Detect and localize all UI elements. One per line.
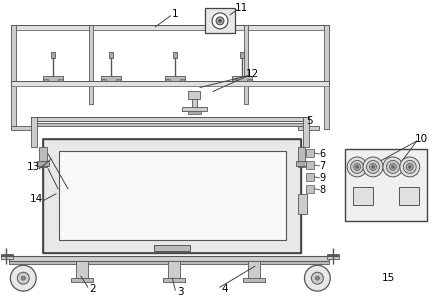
- Bar: [12, 25, 16, 129]
- Circle shape: [406, 163, 413, 170]
- Text: 6: 6: [319, 149, 326, 159]
- Bar: [244, 25, 248, 104]
- Bar: [307, 185, 315, 193]
- Bar: [43, 139, 302, 253]
- Bar: [295, 161, 307, 166]
- Bar: [31, 117, 309, 121]
- Circle shape: [392, 165, 394, 168]
- Bar: [307, 149, 315, 157]
- Circle shape: [369, 163, 377, 170]
- Bar: [1, 254, 13, 259]
- Text: 15: 15: [382, 273, 396, 283]
- Bar: [180, 80, 185, 81]
- Circle shape: [363, 157, 383, 177]
- Circle shape: [212, 13, 228, 29]
- Bar: [101, 75, 120, 81]
- Text: 7: 7: [319, 161, 326, 171]
- Circle shape: [403, 160, 416, 173]
- Bar: [59, 151, 286, 240]
- Bar: [182, 107, 207, 111]
- Bar: [353, 187, 373, 205]
- Bar: [43, 75, 63, 81]
- Bar: [298, 126, 319, 130]
- Text: 8: 8: [319, 185, 326, 195]
- Circle shape: [10, 265, 36, 291]
- Bar: [192, 99, 197, 109]
- Bar: [303, 117, 309, 147]
- Bar: [165, 80, 170, 81]
- Bar: [324, 25, 329, 129]
- Circle shape: [218, 19, 222, 22]
- Bar: [165, 75, 185, 81]
- Bar: [12, 25, 329, 30]
- Circle shape: [304, 265, 330, 291]
- Bar: [155, 246, 190, 252]
- Bar: [168, 261, 180, 279]
- Circle shape: [400, 157, 420, 177]
- Bar: [307, 173, 315, 181]
- Bar: [240, 52, 244, 58]
- Bar: [298, 194, 307, 214]
- Bar: [232, 80, 237, 81]
- Bar: [399, 187, 419, 205]
- Circle shape: [347, 157, 367, 177]
- Circle shape: [216, 17, 224, 25]
- Circle shape: [366, 160, 380, 173]
- Bar: [232, 75, 252, 81]
- Bar: [205, 8, 235, 33]
- Bar: [173, 52, 177, 58]
- Circle shape: [383, 157, 403, 177]
- Circle shape: [408, 165, 411, 168]
- Bar: [116, 80, 120, 81]
- Circle shape: [311, 272, 323, 284]
- Text: 2: 2: [89, 284, 96, 294]
- Bar: [298, 147, 306, 167]
- Bar: [188, 91, 200, 99]
- Bar: [9, 261, 329, 264]
- Text: 11: 11: [235, 3, 249, 13]
- Bar: [37, 161, 49, 166]
- Circle shape: [386, 160, 399, 173]
- Circle shape: [21, 276, 25, 280]
- Bar: [39, 147, 47, 167]
- Bar: [43, 139, 302, 253]
- Bar: [243, 278, 265, 282]
- Text: 3: 3: [177, 287, 183, 297]
- Bar: [163, 278, 185, 282]
- Text: 4: 4: [222, 284, 228, 294]
- Bar: [101, 80, 106, 81]
- Text: 1: 1: [172, 9, 179, 19]
- Circle shape: [389, 163, 396, 170]
- Bar: [12, 81, 329, 86]
- Bar: [327, 254, 339, 259]
- Bar: [76, 261, 88, 279]
- Bar: [51, 52, 55, 58]
- Bar: [109, 52, 113, 58]
- Bar: [248, 261, 260, 279]
- Bar: [345, 149, 427, 221]
- Bar: [43, 80, 48, 81]
- Circle shape: [372, 165, 374, 168]
- Circle shape: [354, 163, 361, 170]
- Text: 5: 5: [306, 116, 313, 126]
- Bar: [188, 111, 201, 114]
- Bar: [31, 117, 37, 147]
- Bar: [31, 123, 309, 126]
- Text: 10: 10: [415, 134, 428, 144]
- Bar: [58, 80, 63, 81]
- Circle shape: [351, 160, 364, 173]
- Circle shape: [315, 276, 319, 280]
- Bar: [307, 161, 315, 169]
- Bar: [89, 25, 93, 104]
- Text: 9: 9: [319, 173, 326, 183]
- Circle shape: [17, 272, 29, 284]
- Bar: [9, 256, 329, 261]
- Text: 13: 13: [27, 162, 40, 172]
- Circle shape: [356, 165, 359, 168]
- Text: 12: 12: [246, 69, 260, 79]
- Text: 14: 14: [30, 194, 43, 204]
- Bar: [71, 278, 93, 282]
- Bar: [247, 80, 252, 81]
- Bar: [12, 126, 33, 130]
